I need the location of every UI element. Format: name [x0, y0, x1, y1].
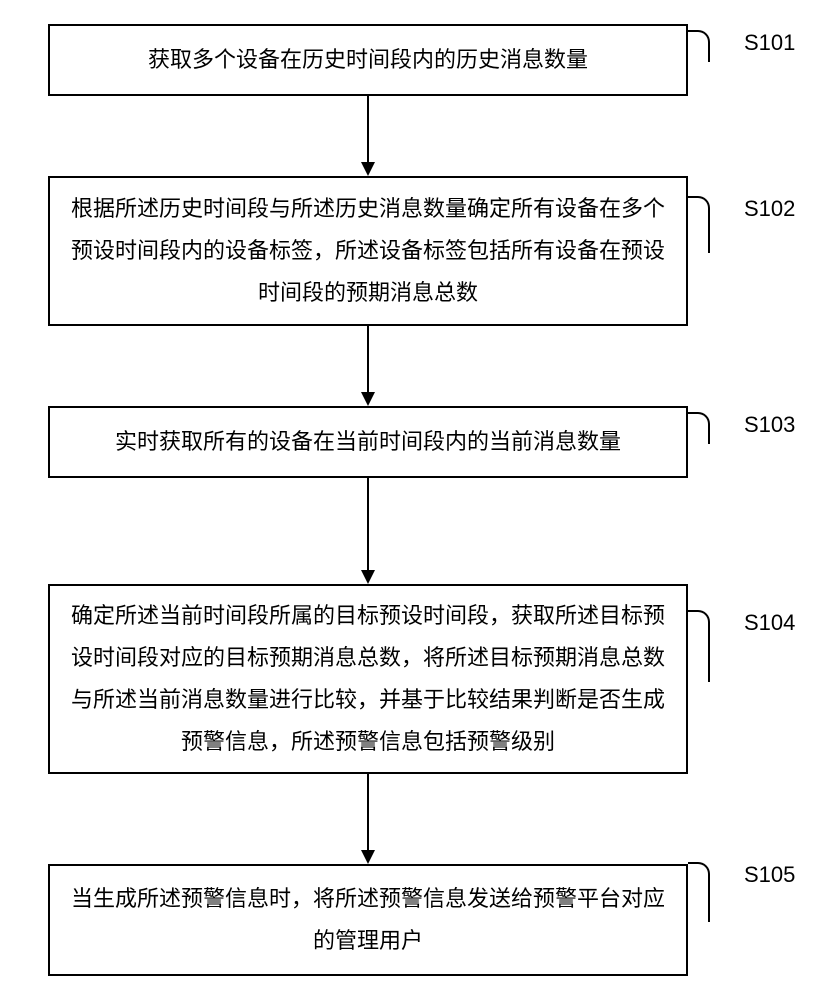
- step-label-connector: [688, 196, 710, 253]
- flow-step-text: 确定所述当前时间段所属的目标预设时间段，获取所述目标预设时间段对应的目标预期消息…: [70, 595, 666, 762]
- flow-step: 当生成所述预警信息时，将所述预警信息发送给预警平台对应的管理用户: [48, 864, 688, 976]
- flow-step-text: 当生成所述预警信息时，将所述预警信息发送给预警平台对应的管理用户: [70, 878, 666, 962]
- flow-step-id: S105: [744, 862, 795, 888]
- flow-step: 根据所述历史时间段与所述历史消息数量确定所有设备在多个预设时间段内的设备标签，所…: [48, 176, 688, 326]
- flow-step-id: S103: [744, 412, 795, 438]
- flowchart-canvas: 获取多个设备在历史时间段内的历史消息数量 S101 根据所述历史时间段与所述历史消息…: [0, 0, 818, 1000]
- flow-step-text: 获取多个设备在历史时间段内的历史消息数量: [148, 39, 588, 81]
- flow-step-id: S102: [744, 196, 795, 222]
- flow-step: 确定所述当前时间段所属的目标预设时间段，获取所述目标预设时间段对应的目标预期消息…: [48, 584, 688, 774]
- flow-step: 获取多个设备在历史时间段内的历史消息数量: [48, 24, 688, 96]
- flow-arrow-line: [367, 326, 369, 392]
- flow-step-text: 根据所述历史时间段与所述历史消息数量确定所有设备在多个预设时间段内的设备标签，所…: [70, 188, 666, 313]
- step-label-connector: [688, 610, 710, 682]
- step-label-connector: [688, 30, 710, 62]
- flow-arrow-head: [361, 570, 375, 584]
- flow-arrow-line: [367, 774, 369, 850]
- flow-arrow-head: [361, 392, 375, 406]
- flow-step: 实时获取所有的设备在当前时间段内的当前消息数量: [48, 406, 688, 478]
- flow-arrow-line: [367, 96, 369, 162]
- flow-step-text: 实时获取所有的设备在当前时间段内的当前消息数量: [115, 421, 621, 463]
- step-label-connector: [688, 412, 710, 444]
- flow-arrow-line: [367, 478, 369, 570]
- flow-step-id: S104: [744, 610, 795, 636]
- flow-arrow-head: [361, 850, 375, 864]
- flow-arrow-head: [361, 162, 375, 176]
- flow-step-id: S101: [744, 30, 795, 56]
- step-label-connector: [688, 862, 710, 922]
